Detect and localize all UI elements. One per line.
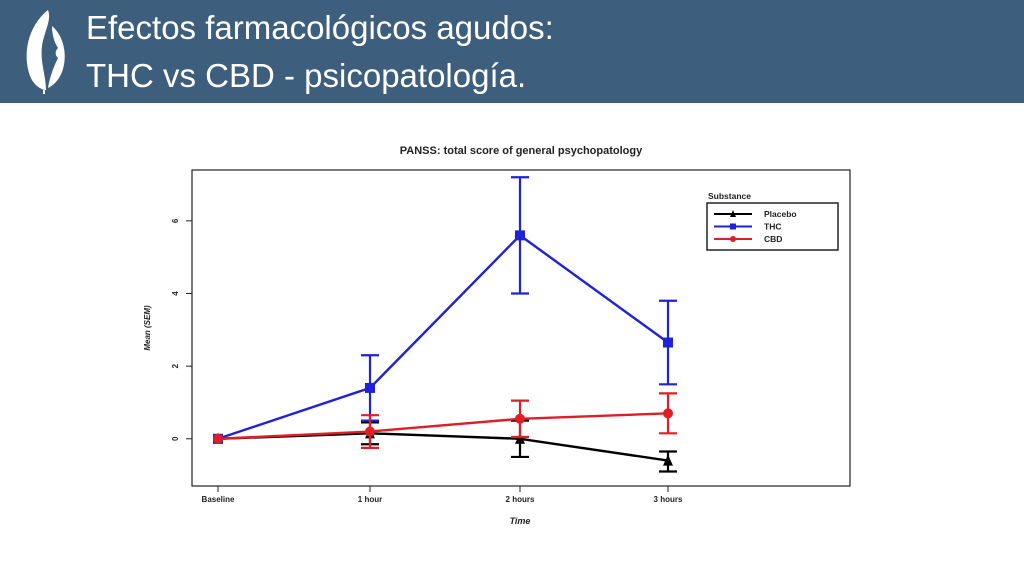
slide-title: Efectos farmacológicos agudos: THC vs CB… [86, 4, 554, 100]
title-line-2: THC vs CBD - psicopatología. [86, 57, 527, 94]
thc-line [217, 233, 669, 440]
psychopathology-chart: PANSS: total score of general psychopato… [143, 145, 851, 526]
legend-label: Placebo [764, 209, 797, 219]
x-axis-label: Time [510, 516, 531, 526]
leaf-face-logo-icon [26, 10, 65, 94]
legend-title: Substance [708, 191, 751, 201]
x-tick-label: Baseline [202, 495, 235, 504]
slide-header: Efectos farmacológicos agudos: THC vs CB… [0, 0, 1024, 103]
series-layer [213, 176, 677, 473]
x-tick-label: 2 hours [506, 495, 535, 504]
legend-label: THC [764, 222, 781, 232]
y-axis-label: Mean (SEM) [143, 305, 152, 351]
thc-point [365, 382, 375, 393]
legend-marker [730, 236, 736, 242]
x-tick-label: 3 hours [654, 495, 683, 504]
y-tick-label: 0 [171, 436, 180, 441]
y-tick-label: 6 [171, 218, 180, 223]
y-tick-label: 4 [171, 291, 180, 296]
series-cbd [213, 392, 677, 449]
y-tick-label: 2 [171, 363, 180, 368]
series-thc [213, 176, 677, 444]
series-placebo [213, 419, 677, 473]
legend-entry-cbd: CBD [714, 234, 782, 244]
thc-point [663, 337, 673, 348]
placebo-point [515, 432, 525, 444]
legend-marker [730, 223, 736, 230]
cbd-line [217, 412, 669, 440]
placebo-point [663, 454, 673, 466]
cbd-point [663, 408, 673, 419]
cbd-point [515, 413, 525, 424]
y-axis: 0 2 4 6 [171, 218, 192, 441]
plot-frame [191, 169, 851, 487]
thc-point [515, 230, 525, 241]
title-line-1: Efectos farmacológicos agudos: [86, 9, 554, 46]
legend-entry-placebo: Placebo [714, 209, 797, 219]
legend: Substance Placebo THC CBD [706, 191, 839, 251]
legend-label: CBD [764, 234, 782, 244]
placebo-line [217, 432, 669, 462]
cbd-point [213, 433, 223, 444]
chart-title: PANSS: total score of general psychopato… [400, 145, 643, 157]
legend-entry-thc: THC [714, 222, 781, 232]
x-axis: Baseline 1 hour 2 hours 3 hours [202, 486, 683, 504]
legend-marker [730, 210, 736, 217]
x-tick-label: 1 hour [358, 495, 382, 504]
cbd-point [365, 426, 375, 437]
